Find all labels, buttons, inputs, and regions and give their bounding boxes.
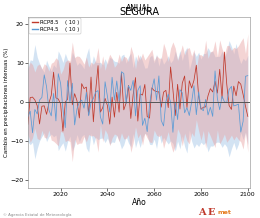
Title: SEGURA: SEGURA [119,7,159,17]
Legend: RCP8.5    ( 10 ), RCP4.5    ( 10 ): RCP8.5 ( 10 ), RCP4.5 ( 10 ) [29,18,81,34]
Text: E: E [208,208,216,217]
Y-axis label: Cambio en precipitaciones intensas (%): Cambio en precipitaciones intensas (%) [4,48,9,157]
X-axis label: Año: Año [132,198,146,207]
Text: met: met [217,210,231,215]
Text: ANUAL: ANUAL [126,4,152,13]
Text: © Agencia Estatal de Meteorología: © Agencia Estatal de Meteorología [3,213,71,217]
Text: A: A [198,208,205,217]
